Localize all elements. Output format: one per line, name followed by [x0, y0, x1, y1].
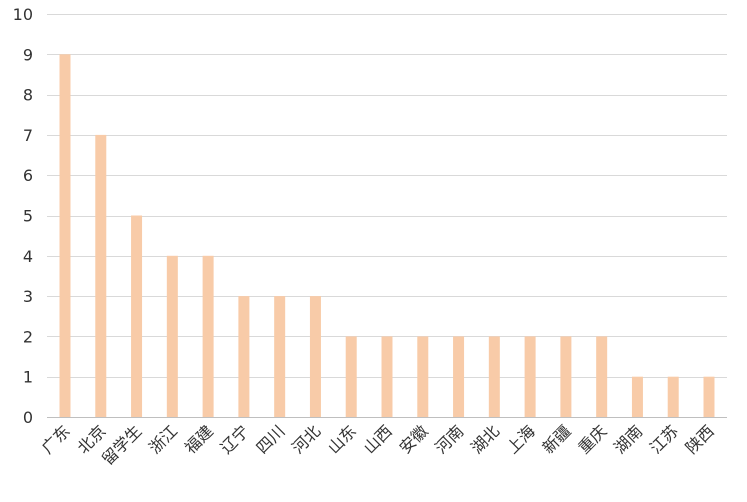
bar-14 — [560, 336, 572, 417]
y-axis-ticks: 0 1 2 3 4 5 6 7 8 9 10 — [13, 5, 33, 427]
x-category-label: 陕西 — [682, 421, 718, 457]
bars — [59, 54, 715, 418]
x-category-label: 四川 — [252, 421, 288, 457]
y-tick-label: 7 — [23, 126, 33, 145]
bar-12 — [488, 336, 500, 417]
bar-9 — [381, 336, 393, 417]
x-category-label: 山西 — [360, 421, 396, 457]
x-category-label: 福建 — [181, 421, 217, 457]
x-category-label: 江苏 — [646, 421, 682, 457]
y-tick-label: 1 — [23, 368, 33, 387]
y-tick-label: 3 — [23, 287, 33, 306]
y-tick-label: 4 — [23, 247, 33, 266]
x-category-label: 新疆 — [539, 421, 575, 457]
bar-18 — [703, 376, 715, 417]
x-category-label: 湖北 — [467, 421, 503, 457]
x-category-label: 浙江 — [145, 421, 181, 457]
bar-2 — [131, 215, 143, 417]
y-tick-label: 5 — [23, 207, 33, 226]
bar-0 — [59, 54, 71, 418]
y-tick-label: 2 — [23, 327, 33, 346]
y-tick-label: 0 — [23, 408, 33, 427]
y-tick-label: 9 — [23, 45, 33, 64]
bar-10 — [417, 336, 429, 417]
x-category-label: 留学生 — [98, 421, 145, 468]
x-category-label: 广东 — [38, 421, 74, 457]
y-tick-label: 6 — [23, 166, 33, 185]
bar-5 — [238, 296, 250, 417]
y-tick-label: 10 — [13, 5, 33, 24]
bar-8 — [345, 336, 357, 417]
x-category-label: 河南 — [431, 421, 467, 457]
x-category-label: 山东 — [324, 421, 360, 457]
bar-6 — [274, 296, 286, 417]
bar-7 — [309, 296, 321, 417]
bar-15 — [596, 336, 608, 417]
bar-17 — [667, 376, 679, 417]
x-category-label: 上海 — [503, 421, 539, 457]
bar-4 — [202, 255, 214, 417]
bar-13 — [524, 336, 536, 417]
x-category-label: 湖南 — [610, 421, 646, 457]
x-category-label: 辽宁 — [217, 421, 253, 457]
gridlines — [47, 14, 727, 418]
y-tick-label: 8 — [23, 86, 33, 105]
x-category-label: 安徽 — [396, 421, 432, 457]
bar-1 — [95, 134, 107, 417]
x-category-label: 重庆 — [574, 421, 610, 457]
bar-16 — [631, 376, 643, 417]
bar-3 — [166, 255, 178, 417]
x-category-label: 河北 — [288, 421, 324, 457]
bar-11 — [453, 336, 465, 417]
